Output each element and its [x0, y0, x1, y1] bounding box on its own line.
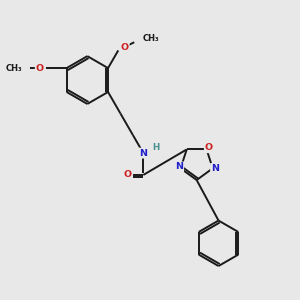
- Text: O: O: [205, 143, 213, 152]
- Text: H: H: [152, 143, 159, 152]
- Text: O: O: [121, 43, 129, 52]
- Text: O: O: [36, 64, 44, 73]
- Text: N: N: [175, 162, 183, 171]
- Text: N: N: [211, 164, 219, 173]
- Text: CH₃: CH₃: [142, 34, 159, 43]
- Text: CH₃: CH₃: [5, 64, 22, 73]
- Text: O: O: [123, 170, 131, 179]
- Text: N: N: [139, 148, 147, 158]
